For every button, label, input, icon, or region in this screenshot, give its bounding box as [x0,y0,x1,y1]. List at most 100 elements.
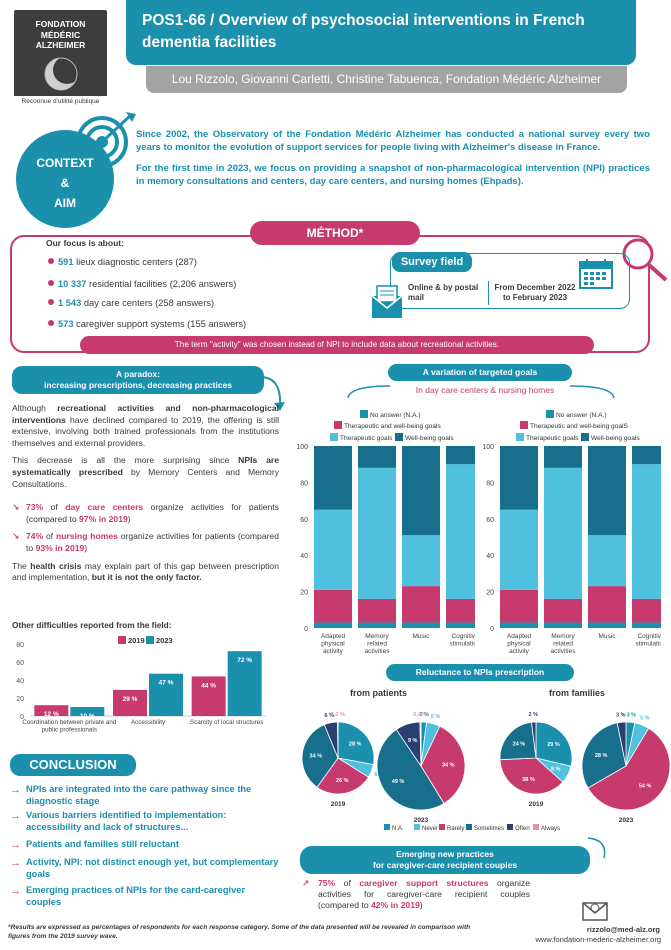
legend-label: Sometimes [474,826,504,832]
envelope-icon [371,285,403,318]
stacked-segment [632,622,661,628]
website-link[interactable]: www.fondation-mederic-alzheimer.org [535,935,661,944]
legend-swatch [533,824,539,830]
x-category-label: Memory [551,633,575,640]
legend-label: Rarely [447,826,464,832]
pie-slice [581,722,627,789]
pie-slice [337,721,375,766]
legend-swatch [507,824,513,830]
paradox-para-1: Although recreational activities and non… [12,403,279,448]
focus-item: 1 543 day care centers (258 answers) [48,298,214,308]
focus-item: 573 caregiver support systems (155 answe… [48,319,246,329]
stacked-segment [632,446,661,465]
curved-arrow-icon [259,376,285,411]
pie-value-label: 3 % [616,712,626,718]
from-families-label: from families [549,688,606,698]
legend-swatch-2023 [146,636,154,644]
legend-swatch [395,433,403,441]
legend-swatch [546,410,554,418]
pie-value-label: 26 % [336,778,349,784]
targeted-goals-subtitle: In day care centers & nursing homes [415,385,555,395]
y-tick-label: 0 [20,714,24,721]
emerging-title-1: Emerging new practices [396,849,494,859]
bar-value-label: 10 % [80,713,95,720]
stacked-segment [500,622,538,628]
legend-label: Therapeutic and well-being goalS [530,423,628,430]
bar-2019 [34,705,69,716]
stacked-segment [588,535,626,587]
stacked-segment [402,586,440,623]
conclusion-item: NPIs are integrated into the care pathwa… [10,783,282,808]
pie-value-label: 5 % [431,714,441,720]
bar-value-label: 12 % [44,711,59,718]
moon-logo-icon [44,55,81,91]
x-category-label: physical [321,641,345,648]
legend-swatch-2019 [118,636,126,644]
stacked-segment [544,598,582,623]
reluctance-header: Reluctance to NPIs prescription [386,664,574,681]
focus-number: 1 543 [58,298,82,308]
stacked-segment [588,446,626,536]
focus-number: 573 [58,319,74,329]
bar-value-label: 72 % [237,657,252,664]
pie-value-label: 28 % [595,753,608,759]
x-category-label: physical [507,641,531,648]
target-icon [76,112,136,168]
legend-label-2023: 2023 [156,636,173,645]
conclusion-title: CONCLUSION [10,754,136,776]
survey-period: From December 2022 to February 2023 [494,283,576,303]
x-category-label: Coordination between private and [22,719,117,726]
bar-2019 [113,689,147,716]
pie-slice [376,728,445,811]
pie-value-label: 34 % [310,753,323,759]
pie-value-label: 0,2 % [331,712,345,718]
pie-year-label: 2019 [529,801,544,808]
stacked-segment [358,622,396,628]
focus-item: 591 lieux diagnostic centers (287) [48,257,197,267]
emerging-header: Emerging new practices for caregiver-car… [300,849,590,871]
y-tick-label: 40 [16,678,24,685]
x-category-label: activity [323,648,344,655]
stat-day-care: 73% of day care centers organize activit… [12,502,279,525]
bar-2023 [70,707,105,716]
bullet-icon [48,258,54,264]
conclusion-item: Various barriers identified to implement… [10,809,282,834]
stacked-segment [402,622,440,628]
bullet-icon [48,299,54,305]
context-aim-badge: CONTEXT & AIM [16,130,114,228]
bar-value-label: 47 % [159,680,174,687]
context-para-2: For the first time in 2023, we focus on … [136,163,650,188]
survey-field-title: Survey field [392,252,472,272]
legend-label: Therapeutic and well-being goals [344,423,441,430]
survey-mode: Online & by postal mail [408,283,479,303]
focus-item: 10 337 residential facilities (2,206 ans… [48,279,236,289]
stacked-segment [314,446,352,510]
authors-bar: Lou Rizzolo, Giovanni Carletti, Christin… [146,66,627,93]
stacked-segment [446,622,475,628]
footnote: *Results are expressed as percentages of… [8,924,471,940]
logo-line-3: ALZHEIMER [35,40,86,51]
context-label: CONTEXT [36,156,94,170]
bullet-icon [48,320,54,326]
pie-slice [499,721,537,761]
x-category-label: stimulation [635,641,661,648]
pie-value-label: 28 % [349,742,362,748]
x-category-label: Accessibility [131,719,166,726]
emerging-header-bg [300,846,590,874]
x-category-label: Adapted [507,633,532,640]
legend-swatch [414,824,420,830]
stacked-segment [314,509,352,590]
stat-nursing-homes: 74% of nursing homes organize activities… [12,531,279,554]
pie-year-label: 2023 [619,817,634,824]
pie-value-label: 38 % [522,777,535,783]
logo-line-1: FONDATION [35,19,86,29]
legend-label: Never [422,826,438,832]
poster-title: POS1-66 / Overview of psychosocial inter… [126,0,636,65]
x-category-label: Memory [365,633,389,640]
y-tick-label: 20 [300,590,308,597]
bar-value-label: 44 % [201,682,216,689]
pie-value-label: 34 % [442,763,455,769]
contact-email[interactable]: rizzolo@med-alz.org [586,925,660,934]
stacked-segment [632,464,661,599]
